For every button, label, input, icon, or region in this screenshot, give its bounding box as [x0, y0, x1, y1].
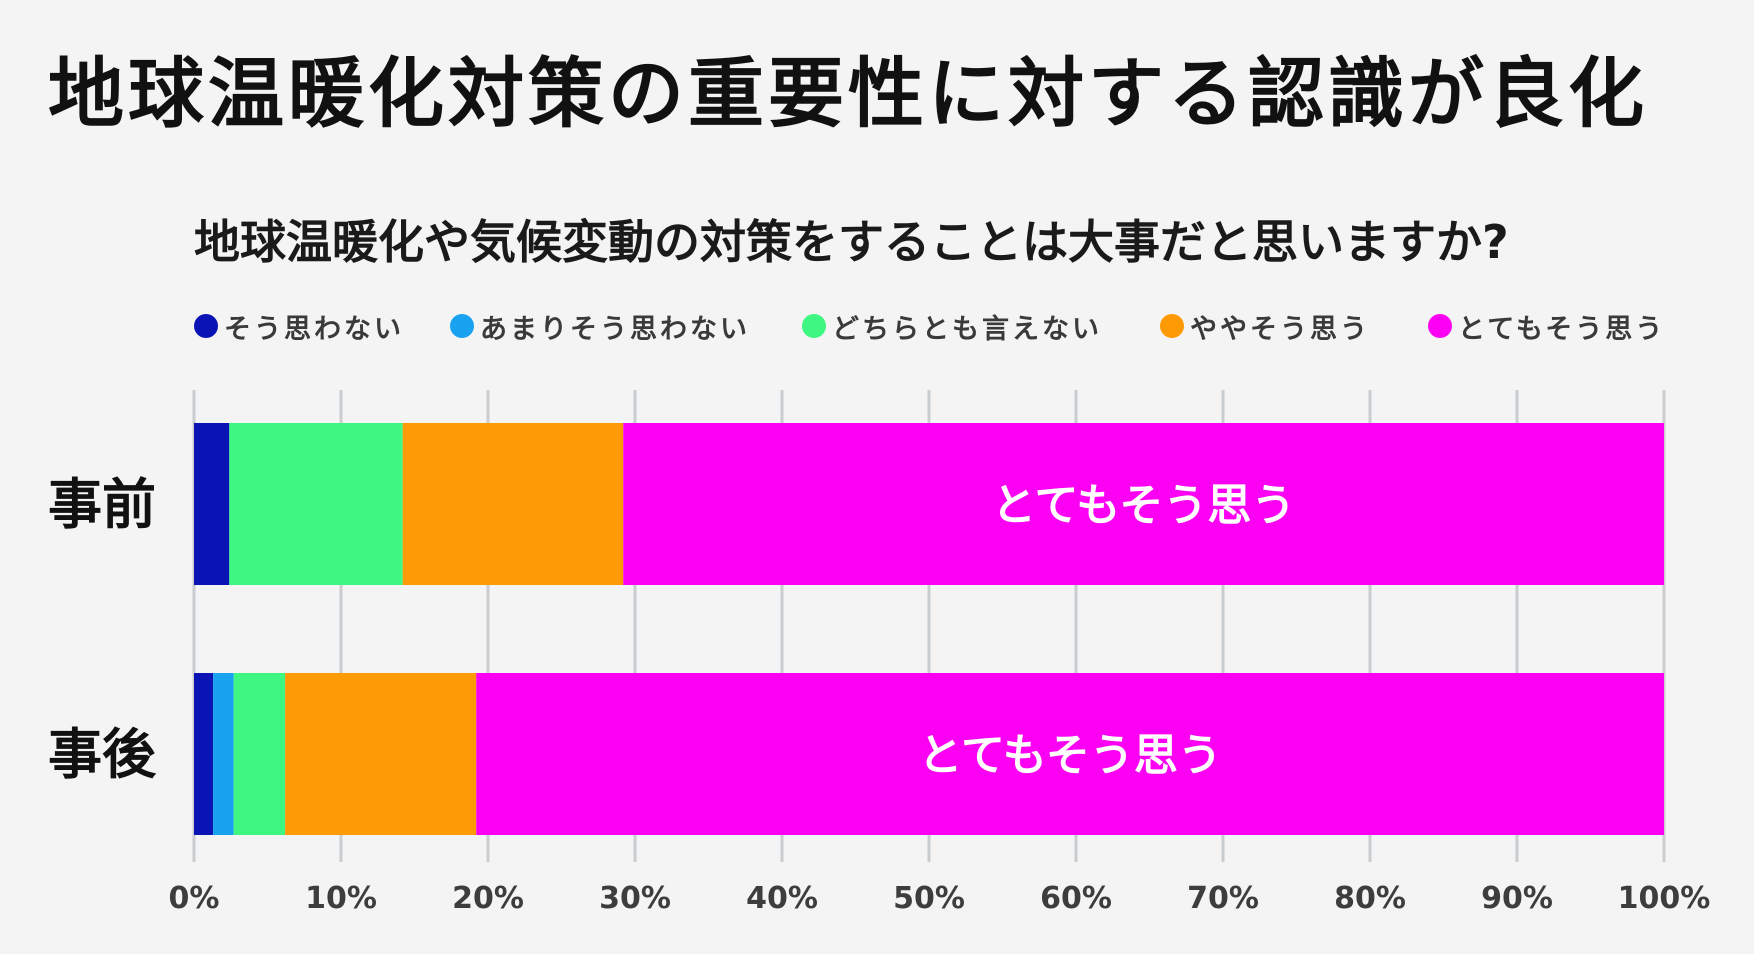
x-tick-label: 10% [305, 881, 377, 916]
legend-label: ややそう思う [1190, 313, 1370, 345]
x-tick-label: 0% [169, 881, 220, 916]
bar-segment [229, 423, 403, 585]
legend: そう思わない あまりそう思わない どちらとも言えない ややそう思う とてもそう思… [194, 306, 1674, 346]
bar-segment [623, 423, 1664, 585]
x-tick-label: 40% [746, 881, 818, 916]
x-tick-label: 50% [893, 881, 965, 916]
row-label: 事後 [48, 723, 157, 786]
legend-swatch [802, 314, 826, 338]
chart-labels: 0% 10% 20% 30% 40% 50% 60% 70% 80% 90% 100%事前 とてもそう… [48, 473, 1710, 916]
legend-label: どちらとも言えない [832, 313, 1102, 345]
x-tick-label: 60% [1040, 881, 1112, 916]
chart-subtitle: 地球温暖化や気候変動の対策をすることは大事だと思いますか? [194, 215, 1509, 269]
legend-swatch [194, 314, 218, 338]
x-tick-label: 100% [1618, 881, 1711, 916]
legend-label: あまりそう思わない [480, 313, 750, 345]
x-tick-label: 30% [599, 881, 671, 916]
bar-segment [233, 673, 286, 835]
bar-segment [285, 673, 477, 835]
bar-data-label: とてもそう思う [918, 730, 1222, 781]
bar-data-label: とてもそう思う [992, 480, 1296, 531]
legend-label: そう思わない [224, 313, 404, 345]
legend-item-strongly-agree: とてもそう思う [1428, 306, 1665, 346]
x-tick-label: 80% [1334, 881, 1406, 916]
page-title: 地球温暖化対策の重要性に対する認識が良化 [48, 49, 1648, 138]
bar-segment [476, 673, 1664, 835]
legend-item-somewhat-agree: ややそう思う [1160, 306, 1370, 346]
bar-segment [194, 423, 230, 585]
bar-segment [213, 673, 234, 835]
legend-swatch [1428, 314, 1452, 338]
bar-segment [194, 673, 214, 835]
legend-swatch [1160, 314, 1184, 338]
row-label: 事前 [48, 473, 156, 536]
legend-item-disagree: そう思わない [194, 306, 404, 346]
x-tick-label: 20% [452, 881, 524, 916]
legend-label: とてもそう思う [1458, 313, 1666, 345]
legend-item-somewhat-disagree: あまりそう思わない [450, 306, 750, 346]
x-tick-label: 70% [1187, 881, 1259, 916]
x-tick-label: 90% [1481, 881, 1553, 916]
bar-segment [402, 423, 624, 585]
legend-swatch [450, 314, 474, 338]
bars [194, 423, 1664, 835]
legend-item-neutral: どちらとも言えない [802, 306, 1102, 346]
